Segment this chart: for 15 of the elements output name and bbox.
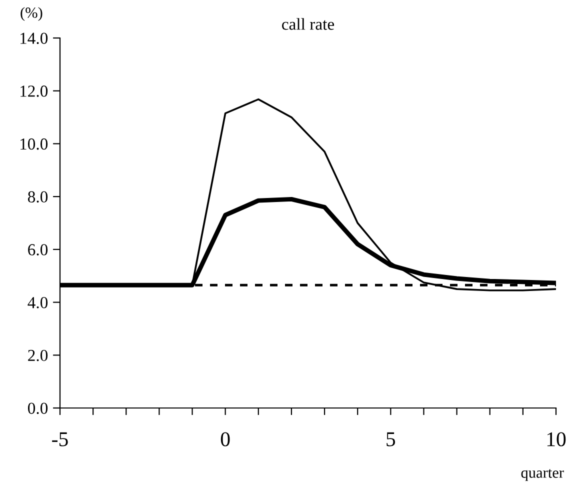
y-tick-label: 4.0 bbox=[28, 296, 48, 308]
y-tick-label: 8.0 bbox=[28, 191, 48, 203]
x-tick-label: 10 bbox=[547, 432, 566, 446]
y-tick-label: 14.0 bbox=[20, 32, 48, 44]
chart-title: call rate bbox=[282, 18, 334, 30]
y-tick-label: 0.0 bbox=[28, 402, 48, 414]
x-tick-label: -5 bbox=[52, 432, 68, 446]
y-axis-title: (%) bbox=[20, 7, 42, 21]
y-tick-label: 10.0 bbox=[20, 138, 48, 150]
x-tick-label: 0 bbox=[220, 432, 230, 446]
y-tick-label: 2.0 bbox=[28, 350, 48, 362]
x-tick-label: 5 bbox=[386, 432, 396, 446]
y-tick-label: 12.0 bbox=[20, 86, 48, 97]
y-tick-label: 6.0 bbox=[28, 244, 48, 256]
x-axis-title: quarter bbox=[521, 469, 564, 481]
